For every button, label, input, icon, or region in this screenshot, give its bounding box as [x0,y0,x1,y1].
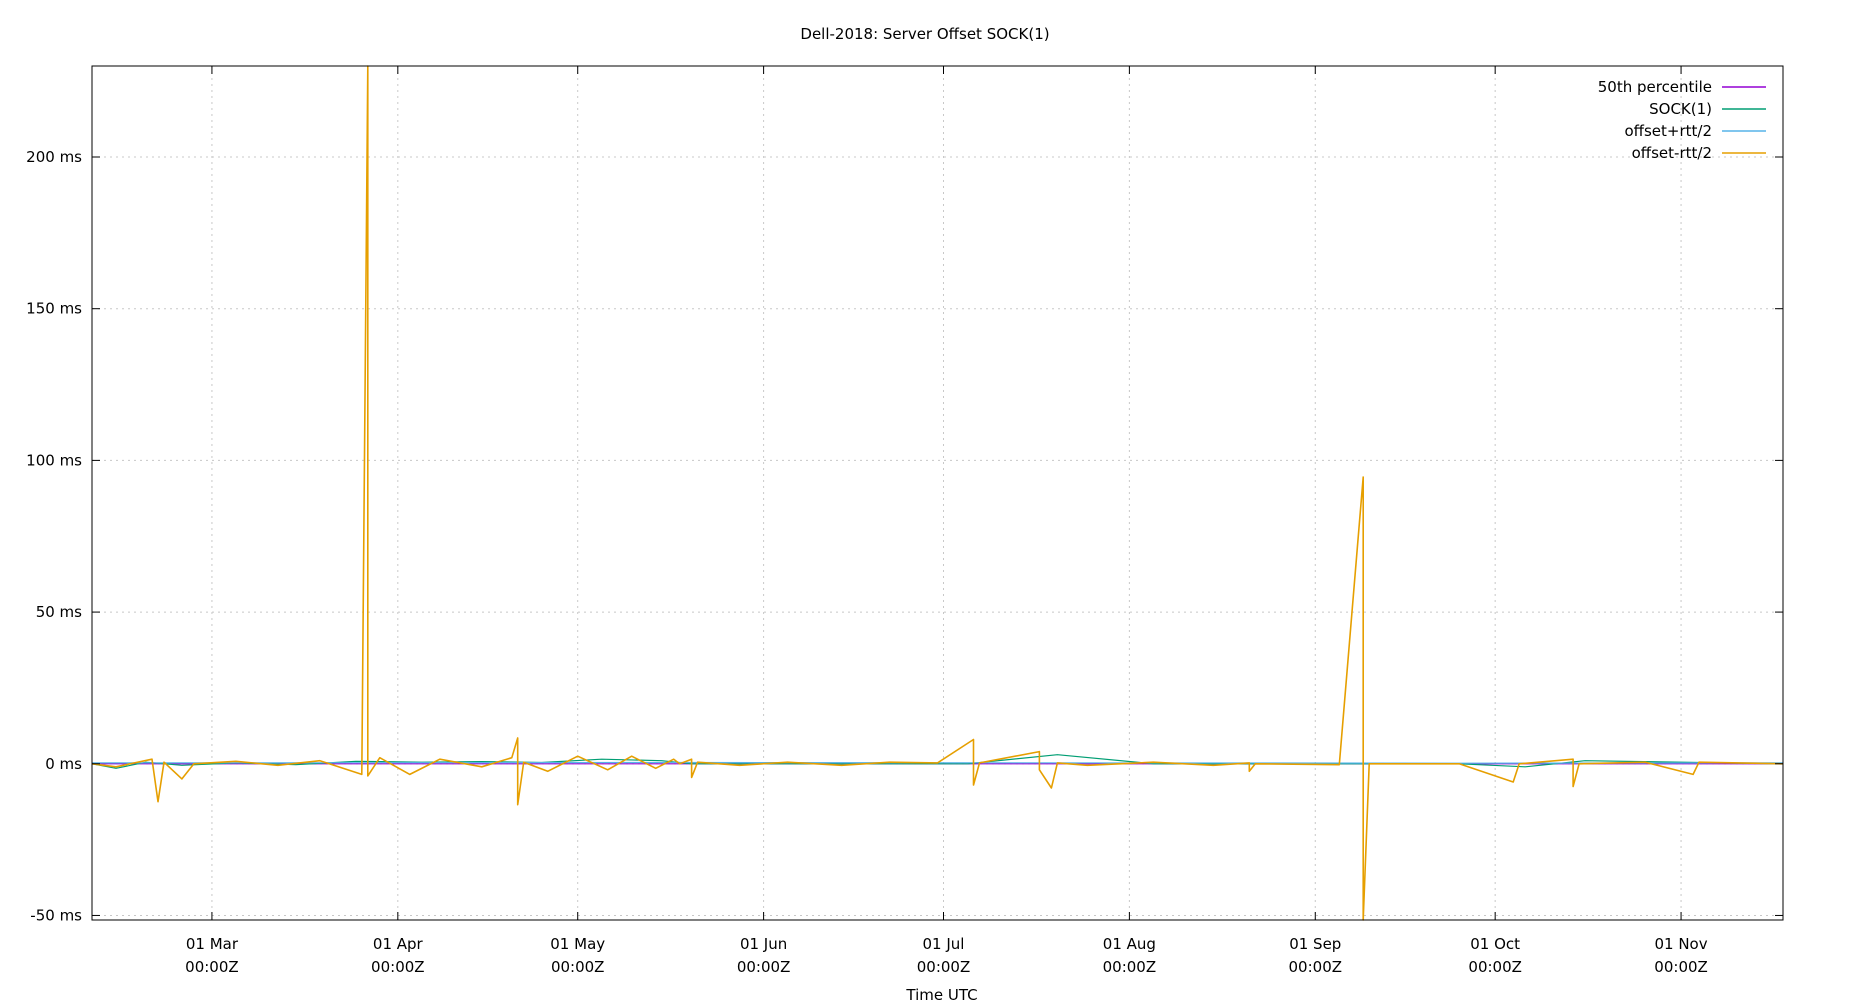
x-tick-label: 00:00Z [1103,958,1157,976]
y-tick-label: 50 ms [36,603,82,621]
y-tick-label: 0 ms [45,755,82,773]
series-line [91,65,1784,921]
series-line [91,754,1784,769]
plot-frame [91,65,1784,921]
x-tick-label: 01 Jul [923,935,965,953]
x-tick-label: 00:00Z [1289,958,1343,976]
x-tick-label: 01 Sep [1289,935,1341,953]
grid-layer [92,66,1783,920]
x-tick-label: 00:00Z [551,958,605,976]
x-tick-label: 00:00Z [1468,958,1522,976]
x-tick-label: 01 Mar [186,935,239,953]
legend-label: offset-rtt/2 [1632,144,1712,162]
x-tick-label: 01 May [550,935,605,953]
x-tick-label: 01 Jun [740,935,787,953]
x-axis: 01 Mar 00:00Z 01 Apr 00:00Z 01 May 00:00Z 01 J… [185,66,1708,976]
y-tick-label: 150 ms [26,300,82,318]
series-layer [91,65,1784,921]
x-tick-label: 00:00Z [1654,958,1708,976]
x-tick-label: 01 Aug [1103,935,1156,953]
x-tick-label: 01 Oct [1470,935,1520,953]
x-tick-label: 00:00Z [737,958,791,976]
legend: 50th percentile SOCK(1) offset+rtt/2 offset… [1598,78,1766,162]
y-tick-label: 200 ms [26,148,82,166]
x-tick-label: 00:00Z [185,958,239,976]
x-tick-label: 00:00Z [371,958,425,976]
y-axis: -50 ms 0 ms 50 ms 100 ms 150 ms 200 ms [26,148,1783,924]
chart-title: Dell-2018: Server Offset SOCK(1) [800,25,1049,43]
x-tick-label: 01 Nov [1654,935,1707,953]
x-tick-label: 01 Apr [373,935,424,953]
x-axis-label: Time UTC [905,986,977,1000]
legend-label: 50th percentile [1598,78,1712,96]
x-tick-label: 00:00Z [917,958,971,976]
legend-label: SOCK(1) [1649,100,1712,118]
y-tick-label: -50 ms [30,906,82,924]
legend-label: offset+rtt/2 [1624,122,1712,140]
y-tick-label: 100 ms [26,451,82,469]
